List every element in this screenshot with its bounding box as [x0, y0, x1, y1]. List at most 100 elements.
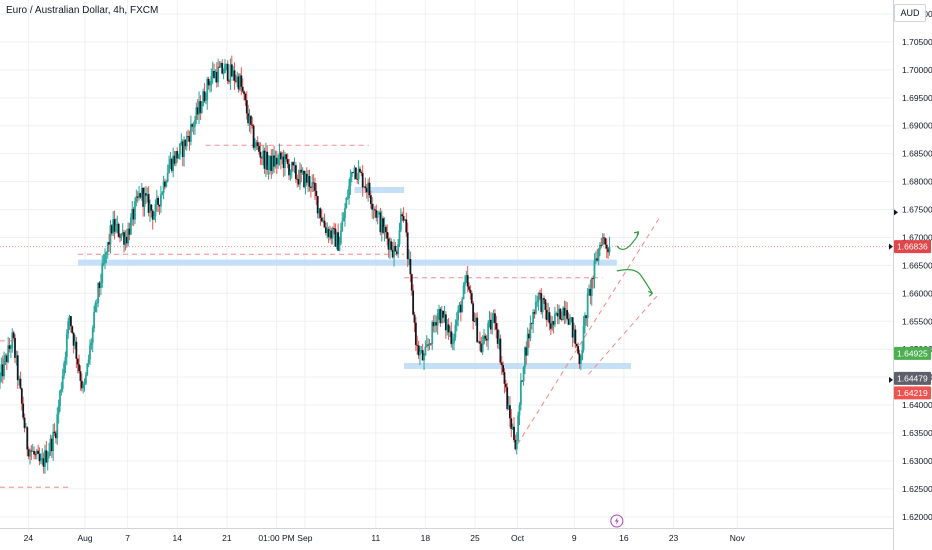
candle-body — [247, 113, 250, 124]
candle-body — [485, 338, 488, 341]
candle-body — [376, 212, 379, 218]
candle-body — [57, 406, 60, 415]
candle-body — [185, 136, 188, 147]
candle-body — [335, 232, 338, 247]
candle-body — [293, 165, 296, 167]
candle-body — [202, 91, 205, 106]
candle-body — [79, 371, 82, 381]
candle-body — [109, 225, 112, 245]
candle-body — [14, 337, 16, 358]
currency-button[interactable]: AUD — [894, 4, 926, 22]
candle-body — [232, 70, 235, 77]
x-tick-label: 11 — [371, 533, 380, 543]
candle-body — [551, 321, 554, 329]
candle-body — [213, 71, 215, 78]
candle-body — [0, 375, 1, 383]
y-tick-label: 1.70500 — [902, 37, 932, 47]
candle-body — [53, 431, 56, 434]
candle-body — [50, 438, 53, 451]
candle-body — [532, 312, 535, 324]
candle-body — [316, 196, 319, 214]
candle-body — [74, 341, 76, 346]
y-tick-label: 1.62000 — [902, 512, 932, 522]
candle-body — [457, 309, 460, 321]
candle-body — [308, 176, 311, 187]
candle-body — [604, 238, 607, 245]
price-tag-label: 1.64219 — [897, 388, 928, 398]
candle-body — [429, 343, 432, 345]
candle-body — [140, 188, 143, 198]
candle-body — [248, 115, 251, 124]
candle-body — [446, 324, 449, 331]
candle-body — [259, 151, 262, 158]
candle-body — [601, 237, 604, 246]
candle-body — [477, 341, 480, 343]
candle-body — [417, 345, 420, 356]
candle-body — [176, 151, 179, 159]
candle-body — [387, 238, 390, 250]
candle-body — [566, 310, 569, 319]
candle-body — [192, 126, 195, 128]
candle-body — [215, 71, 218, 83]
candle-body — [503, 372, 506, 384]
candle-body — [271, 155, 274, 171]
candle-body — [270, 155, 273, 171]
candle-body — [323, 220, 326, 228]
candle-body — [200, 105, 203, 113]
candle-body — [113, 219, 116, 232]
candle-body — [184, 139, 187, 147]
sr-zone — [77, 259, 617, 266]
event-marker[interactable] — [610, 514, 624, 528]
chart-title: Euro / Australian Dollar, 4h, FXCM — [6, 5, 159, 16]
candle-body — [399, 214, 402, 231]
candle-body — [10, 348, 12, 350]
candle-body — [573, 329, 575, 338]
candle-body — [301, 170, 304, 173]
candle-body — [142, 188, 145, 207]
x-tick-label: Sep — [297, 533, 312, 543]
candle-body — [574, 329, 577, 344]
bolt-shape — [614, 517, 619, 525]
candle-body — [455, 320, 458, 326]
candle-body — [360, 172, 363, 174]
candle-body — [472, 303, 475, 322]
candle-body — [27, 449, 30, 457]
candle-body — [571, 317, 574, 338]
candle-body — [209, 84, 211, 86]
candle-body — [161, 192, 164, 195]
candle-body — [540, 293, 543, 313]
candle-body — [585, 315, 588, 319]
candle-body — [296, 178, 299, 180]
candle-body — [465, 275, 468, 282]
candle-body — [97, 282, 100, 303]
candle-body — [234, 80, 237, 82]
candle-body — [289, 171, 292, 176]
candle-body — [230, 64, 233, 77]
candle-body — [41, 458, 44, 461]
candle-body — [219, 63, 222, 68]
candle-body — [406, 232, 409, 260]
candle-body — [480, 343, 483, 353]
candle-body — [529, 323, 532, 339]
candle-body — [530, 323, 533, 324]
candle-body — [504, 383, 507, 388]
candle-body — [496, 329, 499, 344]
candle-body — [165, 181, 168, 187]
candle-body — [48, 451, 50, 457]
candle-body — [346, 197, 349, 199]
candle-body — [348, 186, 350, 198]
candle-body — [342, 218, 345, 222]
x-tick-label: 25 — [470, 533, 480, 543]
candle-body — [534, 301, 537, 314]
candle-body — [303, 170, 305, 188]
candle-body — [71, 326, 74, 333]
candle-body — [120, 233, 123, 238]
candle-body — [464, 281, 466, 286]
candle-body — [511, 426, 514, 430]
candle-body — [93, 311, 95, 329]
candle-body — [484, 335, 487, 339]
candle-body — [106, 242, 109, 253]
candle-body — [592, 278, 595, 279]
candle-body — [320, 217, 323, 222]
